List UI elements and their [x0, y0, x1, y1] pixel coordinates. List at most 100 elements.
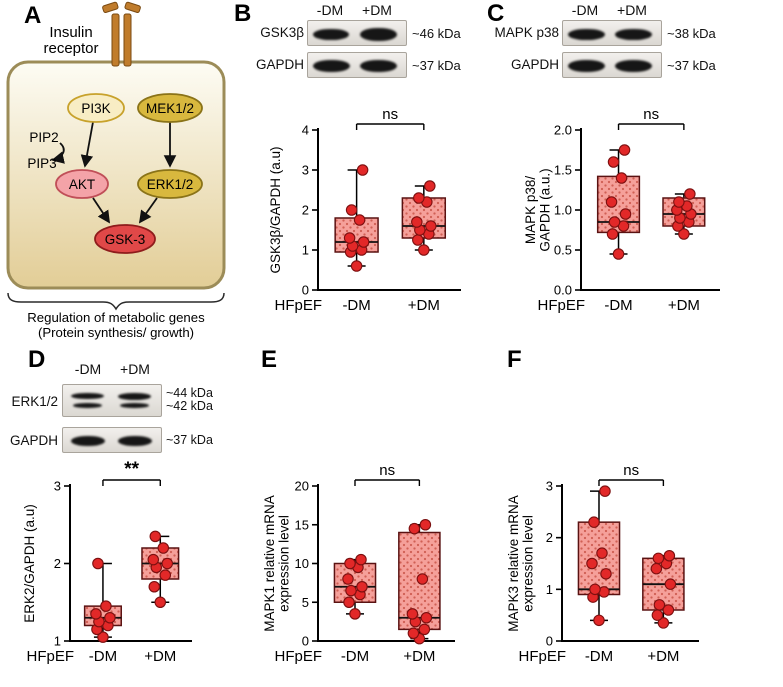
data-point: [345, 584, 357, 597]
y-tick-label: 20: [295, 479, 309, 494]
boxplot-mapk1-mrna: 0 5 10 15 20 -DM +DM ns HFpEF MAPK1 relative mRNA…: [262, 462, 455, 665]
y-axis-label: MAPK1 relative mRNA: [262, 495, 277, 632]
blot-band: [71, 393, 104, 399]
data-point: [416, 573, 429, 585]
category-label: +DM: [668, 297, 700, 314]
y-tick-label: 15: [295, 517, 309, 532]
data-point: [589, 583, 601, 596]
pip2-label: PIP2: [29, 130, 58, 145]
data-point: [418, 623, 431, 636]
data-point: [420, 612, 433, 624]
data-point: [356, 581, 368, 593]
boxplot-mapk-p38-gapdh: 0.0 0.5 1.0 1.5 2.0 -DM +DM ns HFpEF MAPK p38/GAP…: [523, 106, 720, 314]
data-point: [350, 260, 363, 272]
data-point: [97, 631, 109, 643]
data-point: [419, 519, 432, 531]
data-point: [593, 614, 605, 627]
data-point: [651, 609, 664, 621]
lane-label: -DM: [74, 361, 102, 377]
panel-e-label: E: [261, 346, 278, 373]
y-tick-label: 3: [302, 163, 309, 178]
y-axis-label: GAPDH (a.u.): [538, 168, 553, 251]
y-tick-label: 0.5: [554, 243, 572, 258]
blot-band: [568, 60, 605, 72]
y-axis-label: MAPK p38/: [523, 176, 538, 245]
category-label: -DM: [89, 648, 117, 665]
data-point: [408, 522, 421, 535]
data-point: [606, 228, 619, 240]
lane-label: -DM: [571, 2, 599, 18]
data-point: [344, 557, 356, 570]
y-tick-label: 2: [54, 556, 61, 571]
data-point: [412, 234, 424, 246]
data-point: [657, 617, 670, 629]
y-tick-label: 10: [295, 556, 309, 571]
lane-label: +DM: [617, 2, 647, 18]
panel-a-label: A: [24, 2, 42, 29]
significance-label: ns: [623, 462, 639, 479]
y-tick-label: 2.0: [554, 123, 572, 138]
blot-strip: [62, 384, 162, 417]
category-label: +DM: [408, 297, 440, 314]
data-point: [407, 627, 420, 640]
blot-band: [313, 60, 350, 72]
panel-f-label: F: [507, 346, 522, 373]
data-point: [92, 557, 104, 570]
brace: [7, 292, 225, 311]
x-axis-label: HFpEF: [274, 648, 322, 665]
boxplot-mapk3-mrna: 0 1 2 3 -DM +DM ns HFpEF MAPK3 relative mRNA expr…: [506, 462, 699, 665]
data-point: [406, 608, 419, 620]
node-gsk3: GSK-3: [94, 224, 156, 254]
panel-b-western-blot: -DM +DM GSK3β ~46 kDa GAPDH ~37 kDa: [240, 2, 490, 87]
node-pi3k-label: PI3K: [81, 101, 110, 116]
data-point: [411, 216, 423, 228]
y-tick-label: 0: [546, 634, 553, 649]
kda-label: ~37 kDa: [166, 433, 213, 447]
node-erk12-label: ERK1/2: [147, 177, 194, 192]
data-point: [615, 172, 628, 184]
y-tick-label: 0: [302, 283, 309, 298]
blot-band: [360, 28, 397, 41]
y-tick-label: 3: [54, 479, 61, 494]
category-label: +DM: [647, 648, 679, 665]
data-point: [652, 552, 665, 565]
y-tick-label: 4: [302, 123, 309, 138]
node-pi3k: PI3K: [67, 93, 125, 123]
data-point: [349, 608, 361, 620]
significance-label: ns: [379, 462, 395, 479]
data-point: [154, 596, 167, 609]
blot-strip: [562, 20, 662, 46]
arrow-erk-gsk3: [138, 197, 158, 224]
data-point: [650, 562, 663, 575]
data-point: [684, 188, 696, 200]
data-point: [418, 244, 430, 256]
protein-label: GAPDH: [9, 433, 58, 448]
blot-band: [120, 403, 149, 408]
blot-strip: [307, 52, 407, 78]
kda-label: ~44 kDa: [166, 386, 213, 400]
kda-label: ~37 kDa: [412, 58, 461, 73]
kda-label: ~38 kDa: [667, 26, 716, 41]
y-tick-label: 5: [302, 595, 309, 610]
protein-label: ERK1/2: [11, 394, 58, 409]
protein-label: MAPK p38: [494, 25, 559, 40]
data-point: [618, 144, 631, 156]
data-point: [343, 596, 355, 609]
y-axis-label: MAPK3 relative mRNA: [506, 495, 521, 632]
panel-c-western-blot: -DM +DM MAPK p38 ~38 kDa GAPDH ~37 kDa: [494, 2, 745, 87]
data-point: [588, 516, 600, 528]
protein-label: GAPDH: [255, 57, 304, 72]
data-point: [619, 208, 632, 220]
category-label: +DM: [144, 648, 176, 665]
significance-label: **: [124, 459, 139, 480]
arrow-akt-gsk3: [92, 197, 110, 224]
y-axis-label: GSK3β/GAPDH (a.u): [268, 146, 283, 273]
panel-d-label: D: [28, 346, 46, 373]
data-point: [342, 573, 354, 585]
box: [577, 521, 621, 596]
lane-label: -DM: [316, 2, 344, 18]
arrow-pi3k-akt: [80, 121, 94, 168]
data-point: [586, 557, 598, 570]
data-point: [653, 599, 666, 611]
data-point: [345, 204, 358, 216]
